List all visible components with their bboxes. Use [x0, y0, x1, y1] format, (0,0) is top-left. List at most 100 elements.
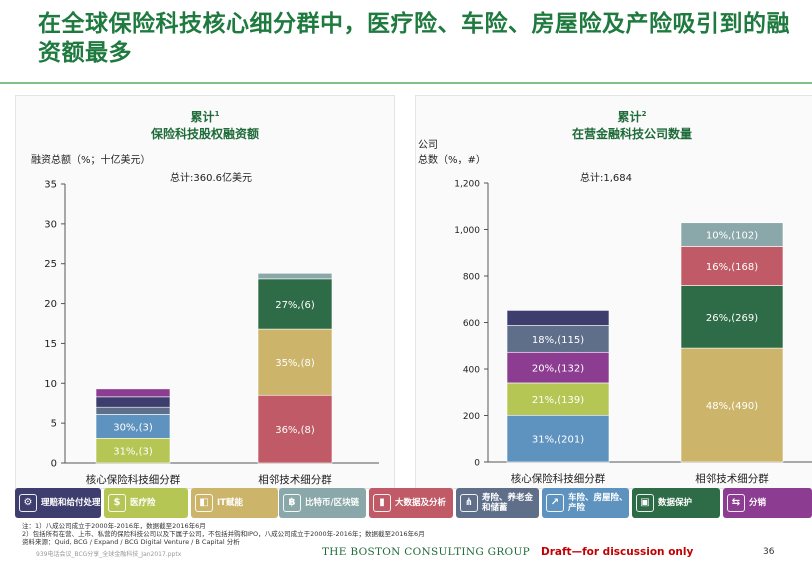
bcg-logo-text: THE BOSTON CONSULTING GROUP [322, 546, 530, 558]
bar-segment [680, 246, 784, 286]
bar-segment [257, 394, 333, 464]
legend-label: 分销 [749, 498, 767, 508]
data-label: 36%,(8) [275, 425, 315, 436]
chart1-ylabel: 融资总额（%；十亿美元） [31, 153, 151, 166]
chart1-subtitle: 保险科技股权融资额 [150, 126, 259, 141]
legend-item: ⚙ 理赔和给付处理 [15, 488, 101, 518]
bar-segment [506, 310, 610, 326]
chart1-plot-area: 0 5 10 15 20 25 30 35 31%,(3) 30%,(3) 核心保险科技细分群 36%… [44, 180, 379, 486]
bar-segment [506, 382, 610, 416]
data-label: 31%,(3) [113, 447, 153, 458]
y-tick-label: 5 [51, 419, 57, 430]
legend-item: ▣ 数据保护 [632, 488, 720, 518]
lock-icon: ▣ [636, 494, 654, 512]
legend-item: ▮ 大数据及分析 [369, 488, 453, 518]
legend-label: 理赔和给付处理 [41, 498, 101, 508]
footnotes: 注：1）八成公司成立于2000年-2016年，数据截至2016年6月 2）包括所… [22, 522, 582, 546]
y-tick-label: 600 [463, 319, 480, 329]
data-label: 48%,(490) [706, 401, 758, 412]
file-name: 939电话会议_BCG分享_全球金融科技_Jan2017.pptx [36, 551, 182, 558]
fintech-company-count-chart-panel: 累计2 在营金融科技公司数量 公司 总数（%，#） 总计:1,684 0 200 4… [415, 95, 812, 489]
x-category-label: 核心保险科技细分群 [511, 472, 606, 485]
chart2-plot-area: 0 200 400 600 800 1,000 1,200 31%,(201) 21%,(139… [454, 180, 812, 485]
legend-label: 车险、房屋险、产险 [568, 493, 628, 513]
bar-segment [506, 414, 610, 463]
legend-label: 大数据及分析 [395, 498, 447, 508]
legend-label: 比特币/区块链 [305, 498, 360, 508]
x-category-label: 相邻技术细分群 [258, 473, 332, 486]
bar-segment [257, 328, 333, 396]
data-label: 30%,(3) [113, 422, 153, 433]
draft-notice: Draft—for discussion only [541, 546, 694, 558]
source-note: 资料来源：Quid, BCG / Expand / BCG Digital Ve… [22, 538, 240, 546]
legend-label: 数据保护 [658, 498, 693, 508]
footnote-1: 注：1）八成公司成立于2000年-2016年，数据截至2016年6月 [22, 522, 206, 530]
svg-text:累计2: 累计2 [618, 109, 647, 124]
chart2-ylabel-top: 公司 [418, 140, 438, 151]
chart1-heading: 累计 [191, 109, 215, 124]
footnote-2: 2）包括所有在营、上市、私营的保险科技公司以及下属子公司，不包括并购和IPO，八… [22, 530, 425, 538]
bar-segment [680, 222, 784, 247]
chart-icon: ▮ [373, 494, 391, 512]
data-label: 27%,(6) [275, 300, 315, 311]
x-category-label: 核心保险科技细分群 [86, 473, 181, 486]
growth-icon: ↗ [546, 494, 564, 512]
fintech-company-count-chart: 累计2 在营金融科技公司数量 公司 总数（%，#） 总计:1,684 0 200 4… [418, 109, 812, 485]
bar-segment [506, 351, 610, 384]
legend-item: ฿ 比特币/区块链 [279, 488, 366, 518]
equity-funding-chart: 累计1 保险科技股权融资额 融资总额（%；十亿美元） 总计:360.6亿美元 0… [31, 109, 379, 486]
chart1-heading-sup: 1 [215, 110, 220, 118]
equity-funding-chart-panel: 累计1 保险科技股权融资额 融资总额（%；十亿美元） 总计:360.6亿美元 0… [15, 95, 395, 489]
legend-item: ⋔ 寿险、养老金和储蓄 [456, 488, 539, 518]
bar-segment [680, 285, 784, 349]
data-label: 21%,(139) [532, 395, 584, 406]
svg-text:累计1: 累计1 [191, 109, 220, 124]
y-tick-label: 400 [463, 366, 480, 376]
bar-segment [680, 347, 784, 463]
y-tick-label: 1,000 [454, 226, 480, 236]
y-tick-label: 10 [44, 379, 57, 390]
bar-segment [95, 406, 171, 415]
y-tick-label: 25 [44, 259, 57, 270]
chart2-ylabel: 总数（%，#） [418, 153, 486, 166]
chart2-subtitle: 在营金融科技公司数量 [572, 126, 692, 141]
bitcoin-icon: ฿ [283, 494, 301, 512]
data-label: 26%,(269) [706, 313, 758, 324]
y-tick-label: 1,200 [454, 180, 480, 190]
data-label: 16%,(168) [706, 262, 758, 273]
chart2-heading: 累计 [618, 109, 642, 124]
document-gear-icon: ⚙ [19, 494, 37, 512]
page-title: 在全球保险科技核心细分群中，医疗险、车险、房屋险及产险吸引到的融资额最多 [38, 11, 790, 66]
y-tick-label: 0 [51, 459, 57, 470]
legend-item: ↗ 车险、房屋险、产险 [542, 488, 629, 518]
page-number: 36 [763, 547, 775, 557]
chart1-total-label: 总计:360.6亿美元 [170, 171, 252, 184]
it-enable-icon: ◧ [195, 494, 213, 512]
y-tick-label: 35 [44, 180, 57, 191]
distribution-icon: ⇆ [727, 494, 745, 512]
bar-segment [95, 396, 171, 408]
title-divider [0, 82, 812, 84]
y-tick-label: 15 [44, 339, 57, 350]
chart2-heading-sup: 2 [642, 110, 647, 118]
bar-segment [257, 272, 333, 280]
network-icon: ⋔ [460, 494, 478, 512]
legend-item: ◧ IT赋能 [191, 488, 278, 518]
data-label: 20%,(132) [532, 364, 584, 375]
legend-label: 寿险、养老金和储蓄 [482, 493, 534, 513]
legend-label: IT赋能 [217, 498, 243, 508]
bar-segment [257, 278, 333, 330]
segment-legend: ⚙ 理赔和给付处理 $ 医疗险 ◧ IT赋能 ฿ 比特币/区块链 ▮ 大数据及分析 ⋔ 寿险、养老金和… [15, 488, 812, 520]
bar-segment [95, 388, 171, 398]
data-label: 31%,(201) [532, 435, 584, 446]
money-hand-icon: $ [108, 494, 126, 512]
legend-item: ⇆ 分销 [723, 488, 812, 518]
data-label: 18%,(115) [532, 335, 584, 346]
data-label: 35%,(8) [275, 358, 315, 369]
y-tick-label: 200 [463, 412, 480, 422]
y-tick-label: 30 [44, 219, 57, 230]
data-label: 10%,(102) [706, 231, 758, 242]
legend-item: $ 医疗险 [104, 488, 188, 518]
chart2-total-label: 总计:1,684 [580, 171, 632, 184]
y-tick-label: 20 [44, 299, 57, 310]
